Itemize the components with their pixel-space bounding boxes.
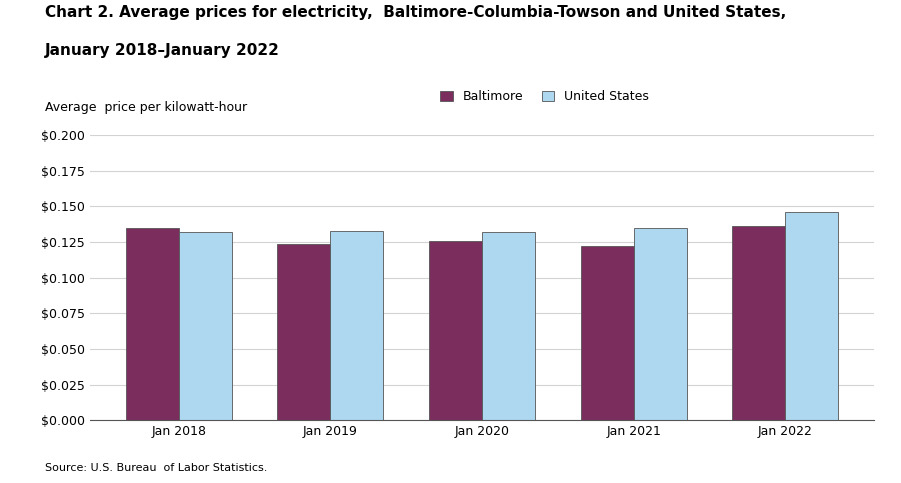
- Bar: [126, 228, 178, 420]
- Bar: [482, 232, 535, 420]
- Bar: [733, 227, 786, 420]
- Bar: [178, 232, 232, 420]
- Text: Chart 2. Average prices for electricity,  Baltimore-Columbia-Towson and United S: Chart 2. Average prices for electricity,…: [45, 5, 787, 20]
- Legend: Baltimore, United States: Baltimore, United States: [440, 90, 650, 103]
- Bar: [331, 231, 384, 420]
- Bar: [580, 246, 633, 420]
- Text: Source: U.S. Bureau  of Labor Statistics.: Source: U.S. Bureau of Labor Statistics.: [45, 463, 268, 473]
- Text: Average  price per kilowatt-hour: Average price per kilowatt-hour: [45, 101, 247, 114]
- Bar: [429, 241, 482, 420]
- Bar: [786, 212, 838, 420]
- Text: January 2018–January 2022: January 2018–January 2022: [45, 43, 280, 58]
- Bar: [633, 228, 687, 420]
- Bar: [278, 243, 331, 420]
